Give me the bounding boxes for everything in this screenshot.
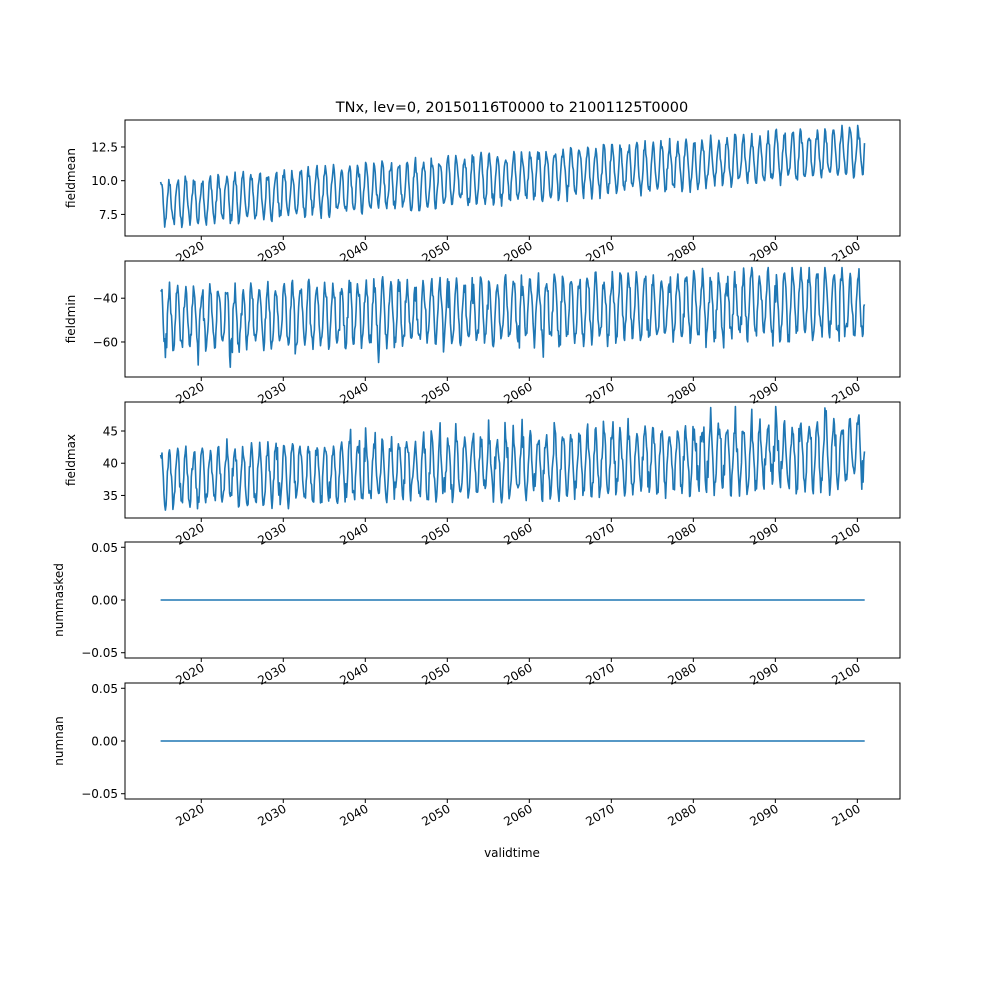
fieldmax-series-line: [159, 405, 866, 511]
fieldmean-y-tick-label: 12.5: [91, 140, 118, 154]
fieldmin-series-line: [160, 266, 866, 369]
fieldmean-y-tick-label: 10.0: [91, 174, 118, 188]
fieldmean-axes-frame: [124, 119, 901, 237]
nummasked-y-tick-label: 0.05: [91, 541, 118, 555]
numnan-y-tick-label: −0.05: [81, 787, 118, 801]
fieldmax-y-axis-label: fieldmax: [64, 434, 78, 486]
fieldmax-y-tick-label: 35: [103, 489, 118, 503]
fieldmean-y-axis-label: fieldmean: [64, 148, 78, 208]
fieldmin-y-axis-label: fieldmin: [64, 295, 78, 344]
fieldmin-axes-frame: [124, 260, 901, 378]
nummasked-y-tick-label: −0.05: [81, 646, 118, 660]
numnan-y-tick-label: 0.05: [91, 682, 118, 696]
nummasked-y-axis-label: nummasked: [52, 563, 66, 637]
fieldmean-y-tick-label: 7.5: [99, 208, 118, 222]
fieldmin-y-tick-label: −40: [93, 292, 118, 306]
fieldmax-y-tick-label: 40: [103, 457, 118, 471]
chart-title: TNx, lev=0, 20150116T0000 to 21001125T00…: [335, 100, 689, 116]
fieldmax-axes-frame: [124, 401, 901, 519]
x-axis-label: validtime: [484, 846, 540, 860]
fieldmean-series-line: [159, 124, 866, 229]
nummasked-y-tick-label: 0.00: [91, 594, 118, 608]
fieldmax-y-tick-label: 45: [103, 425, 118, 439]
numnan-y-tick-label: 0.00: [91, 735, 118, 749]
fieldmin-y-tick-label: −60: [93, 335, 118, 349]
numnan-y-axis-label: numnan: [52, 716, 66, 765]
